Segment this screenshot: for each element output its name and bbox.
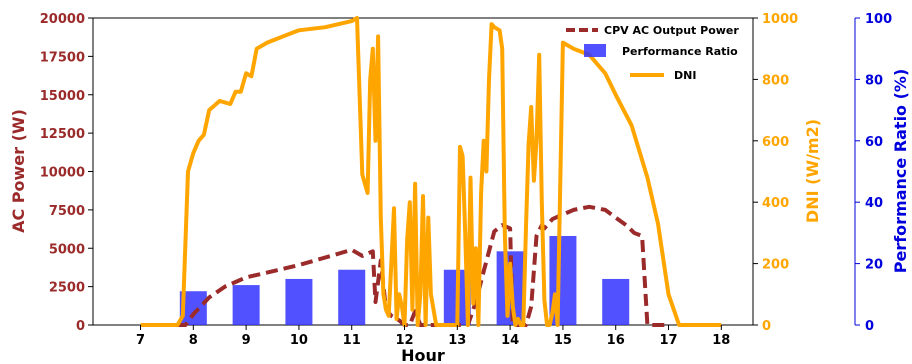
left-tick-label: 7500: [49, 204, 85, 219]
x-tick-label: 9: [242, 333, 251, 348]
x-axis-title: Hour: [401, 346, 445, 364]
series-lines: [140, 16, 722, 327]
dni-tick-label: 400: [762, 196, 789, 211]
left-tick-label: 5000: [49, 242, 85, 257]
x-tick-label: 18: [712, 333, 730, 348]
left-tick-label: 20000: [40, 12, 85, 27]
x-tick-label: 15: [554, 333, 572, 348]
axis-ticks: 0250050007500100001250015000175002000002…: [40, 12, 892, 348]
x-tick-label: 17: [659, 333, 677, 348]
dni-line: [140, 16, 722, 327]
pr-tick-label: 60: [865, 135, 883, 150]
dni-axis-title: DNI (W/m2): [803, 119, 822, 223]
left-axis-title: AC Power (W): [9, 109, 28, 233]
legend-label-ac-power: CPV AC Output Power: [604, 24, 739, 37]
dni-tick-label: 1000: [762, 12, 798, 27]
x-tick-label: 13: [448, 333, 466, 348]
pr-tick-label: 0: [865, 319, 874, 334]
performance-ratio-bar: [285, 278, 313, 325]
left-tick-label: 10000: [40, 166, 85, 181]
dni-tick-label: 600: [762, 135, 789, 150]
x-tick-label: 8: [189, 333, 198, 348]
pr-tick-label: 40: [865, 196, 883, 211]
x-tick-label: 10: [290, 333, 308, 348]
pr-axis-title: Performance Ratio (%): [891, 69, 910, 274]
left-tick-label: 17500: [40, 50, 85, 65]
performance-ratio-bar: [602, 278, 630, 325]
legend-swatch-performance-ratio: [584, 44, 606, 57]
legend-label-performance-ratio: Performance Ratio: [622, 45, 738, 58]
left-tick-label: 15000: [40, 89, 85, 104]
dni-tick-label: 800: [762, 73, 789, 88]
x-tick-label: 7: [136, 333, 145, 348]
pr-tick-label: 100: [865, 12, 892, 27]
left-tick-label: 12500: [40, 127, 85, 142]
performance-ratio-bar: [338, 269, 366, 325]
legend-label-dni: DNI: [674, 69, 696, 82]
x-tick-label: 12: [395, 333, 413, 348]
x-tick-label: 14: [501, 333, 519, 348]
legend: CPV AC Output Power Performance Ratio DN…: [566, 24, 739, 82]
left-tick-label: 2500: [49, 281, 85, 296]
x-tick-label: 11: [343, 333, 361, 348]
pr-tick-label: 80: [865, 73, 883, 88]
pr-tick-label: 20: [865, 258, 883, 273]
left-tick-label: 0: [76, 319, 85, 334]
dni-tick-label: 200: [762, 258, 789, 273]
performance-ratio-bar: [232, 285, 260, 325]
dni-tick-label: 0: [762, 319, 771, 334]
x-tick-label: 16: [607, 333, 625, 348]
